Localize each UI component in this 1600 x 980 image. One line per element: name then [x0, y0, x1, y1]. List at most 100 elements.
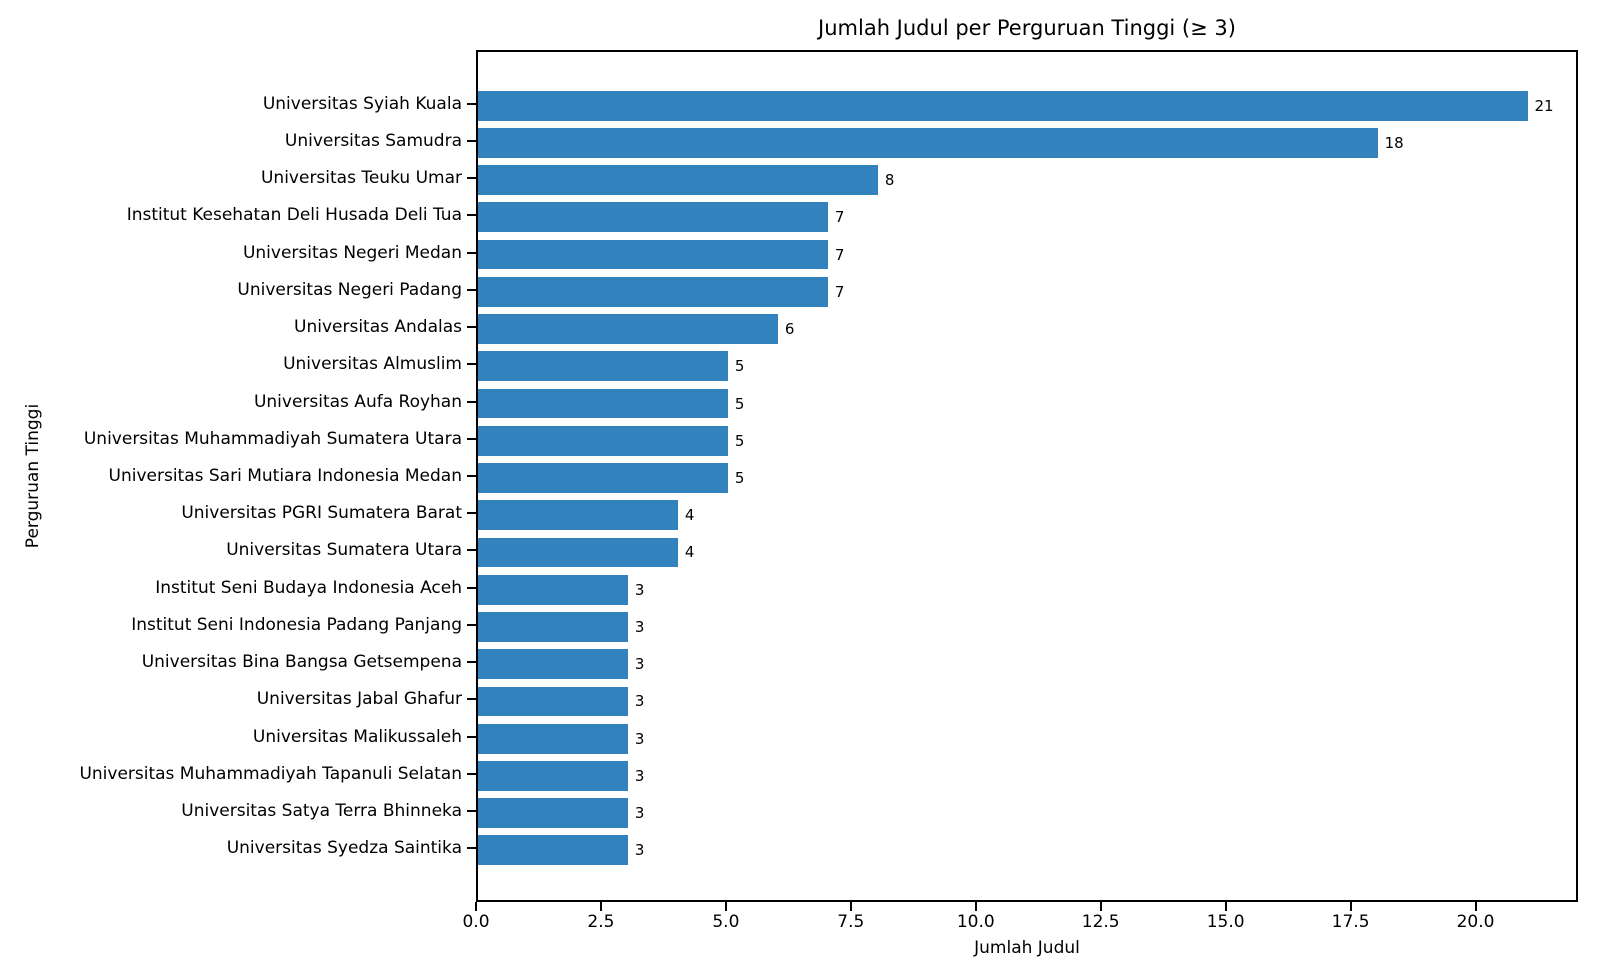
- y-tick-mark: [467, 475, 476, 477]
- plot-area: 21 18 8 7 7 7 6 5 5 5 5 4 4 3 3 3 3 3 3 3 3: [476, 50, 1578, 902]
- bar: [478, 388, 728, 419]
- bar-value-label: 7: [834, 245, 845, 264]
- x-tick-mark: [1099, 902, 1102, 911]
- bar-value-label: 4: [684, 543, 695, 562]
- bar: [478, 723, 628, 754]
- y-tick-mark: [467, 251, 476, 254]
- y-tick-mark: [467, 586, 476, 589]
- x-tick-mark: [849, 902, 852, 911]
- category-label: Institut Kesehatan Deli Husada Deli Tua: [126, 205, 462, 226]
- bar: [478, 425, 728, 456]
- bar: [478, 574, 628, 605]
- bar: [478, 500, 678, 531]
- category-label: Universitas Negeri Padang: [237, 279, 462, 300]
- y-tick-mark: [467, 288, 476, 291]
- y-tick-mark: [467, 437, 476, 440]
- bar: [478, 761, 628, 791]
- category-label: Universitas Syedza Saintika: [226, 838, 462, 859]
- bar: [478, 165, 878, 195]
- y-tick-mark: [467, 177, 476, 180]
- x-tick-label: 5.0: [712, 912, 740, 932]
- category-label: Universitas Samudra: [284, 130, 462, 151]
- bar: [478, 276, 828, 307]
- y-tick-mark: [467, 772, 476, 775]
- chart-title: Jumlah Judul per Perguruan Tinggi (≥ 3): [818, 16, 1236, 40]
- y-tick-mark: [467, 661, 476, 664]
- x-tick-label: 20.0: [1456, 912, 1495, 932]
- category-label: Institut Seni Indonesia Padang Panjang: [131, 614, 462, 635]
- bar: [478, 537, 678, 568]
- bar-value-label: 3: [634, 841, 645, 860]
- y-tick-mark: [467, 623, 476, 626]
- bar-value-label: 6: [784, 320, 795, 339]
- category-label: Universitas Sari Mutiara Indonesia Medan: [108, 466, 462, 486]
- y-tick-mark: [467, 326, 476, 329]
- y-tick-mark: [467, 214, 476, 217]
- x-tick-mark: [974, 902, 977, 911]
- bar: [478, 463, 728, 493]
- bar: [478, 351, 728, 382]
- y-tick-mark: [467, 512, 476, 515]
- x-tick-mark: [1474, 902, 1477, 911]
- bar-value-label: 8: [884, 171, 895, 190]
- y-tick-mark: [467, 102, 476, 105]
- bar-value-label: 5: [734, 469, 745, 487]
- bar-value-label: 3: [634, 655, 645, 674]
- bar: [478, 649, 628, 680]
- category-label: Universitas Malikussaleh: [252, 726, 462, 747]
- category-label: Universitas Andalas: [294, 317, 462, 338]
- y-tick-mark: [467, 139, 476, 142]
- category-label: Universitas Bina Bangsa Getsempena: [141, 652, 462, 673]
- x-tick-label: 10.0: [956, 912, 995, 932]
- bar: [478, 686, 628, 717]
- x-tick-label: 7.5: [837, 912, 865, 932]
- bar-value-label: 5: [734, 431, 745, 450]
- y-tick-mark: [467, 400, 476, 403]
- category-label: Universitas Muhammadiyah Sumatera Utara: [83, 428, 462, 449]
- category-label: Universitas Muhammadiyah Tapanuli Selata…: [79, 763, 462, 784]
- x-tick-mark: [599, 902, 602, 911]
- bar-value-label: 3: [634, 617, 645, 636]
- y-tick-mark: [467, 810, 476, 813]
- bar-value-label: 5: [734, 394, 745, 413]
- y-tick-mark: [467, 698, 476, 701]
- x-tick-mark: [1224, 902, 1227, 911]
- x-tick-mark: [1349, 902, 1352, 911]
- category-label: Universitas Aufa Royhan: [253, 391, 462, 412]
- category-label: Universitas Almuslim: [283, 354, 462, 375]
- bar: [478, 835, 628, 866]
- bar-value-label: 3: [634, 729, 645, 748]
- bar-value-label: 3: [634, 804, 645, 823]
- x-axis-label: Jumlah Judul: [974, 938, 1080, 958]
- category-label: Universitas Syiah Kuala: [262, 93, 462, 114]
- y-tick-mark: [467, 735, 476, 738]
- category-label: Universitas PGRI Sumatera Barat: [181, 503, 462, 524]
- bar-value-label: 7: [834, 208, 845, 227]
- category-label: Universitas Negeri Medan: [242, 242, 462, 263]
- bar-value-label: 5: [734, 357, 745, 376]
- category-label: Universitas Satya Terra Bhinneka: [181, 801, 462, 822]
- bar-value-label: 21: [1534, 96, 1554, 115]
- bar: [478, 202, 828, 233]
- y-tick-mark: [467, 549, 476, 552]
- category-label: Universitas Sumatera Utara: [226, 540, 462, 561]
- category-label: Universitas Jabal Ghafur: [256, 689, 462, 710]
- x-tick-label: 15.0: [1206, 912, 1245, 932]
- x-tick-label: 2.5: [587, 912, 615, 932]
- x-tick-label: 0.0: [462, 912, 490, 932]
- bar: [478, 90, 1528, 121]
- bar: [478, 127, 1378, 158]
- bar: [478, 239, 828, 270]
- y-tick-mark: [467, 363, 476, 366]
- x-tick-mark: [724, 902, 727, 911]
- bar-value-label: 3: [634, 692, 645, 711]
- x-tick-label: 12.5: [1081, 912, 1120, 932]
- bar-value-label: 7: [834, 282, 845, 301]
- category-label: Institut Seni Budaya Indonesia Aceh: [155, 577, 462, 598]
- bar-value-label: 3: [634, 766, 645, 785]
- x-tick-mark: [475, 902, 477, 911]
- bar: [478, 798, 628, 829]
- y-tick-mark: [467, 847, 476, 850]
- bar-value-label: 4: [684, 506, 695, 525]
